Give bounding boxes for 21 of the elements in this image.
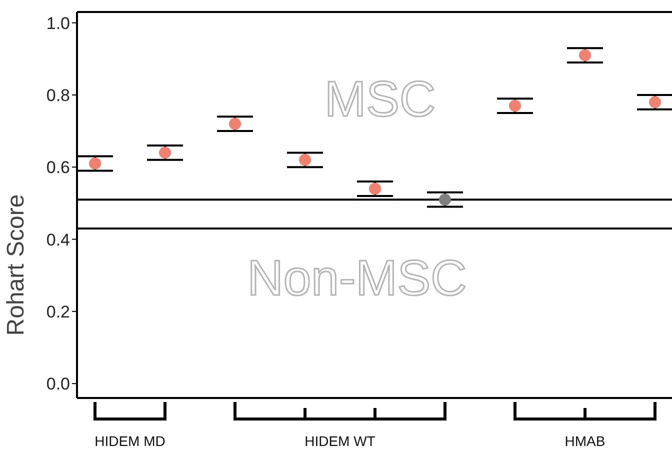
annotation: Non-MSC xyxy=(247,250,467,306)
point xyxy=(508,100,521,112)
y-tick-label: 1.0 xyxy=(46,14,70,33)
point xyxy=(298,154,311,166)
annotation: MSC xyxy=(324,71,436,127)
y-tick-label: 0.2 xyxy=(46,302,70,322)
y-tick-label: 0.0 xyxy=(46,374,70,394)
point xyxy=(368,182,381,195)
point xyxy=(438,194,451,206)
point xyxy=(158,146,171,159)
point xyxy=(648,96,661,108)
y-axis-title: Rohart Score xyxy=(2,194,30,336)
text: HIDEM WT xyxy=(304,433,376,449)
text: HMAB xyxy=(564,433,606,449)
y-tick-label: 0.4 xyxy=(46,230,70,250)
y-tick-label: 0.6 xyxy=(46,158,70,178)
point xyxy=(578,49,591,62)
text: HIDEM MD xyxy=(94,433,166,449)
point xyxy=(88,158,101,170)
y-tick-label: 0.8 xyxy=(46,86,70,106)
point xyxy=(228,118,241,130)
